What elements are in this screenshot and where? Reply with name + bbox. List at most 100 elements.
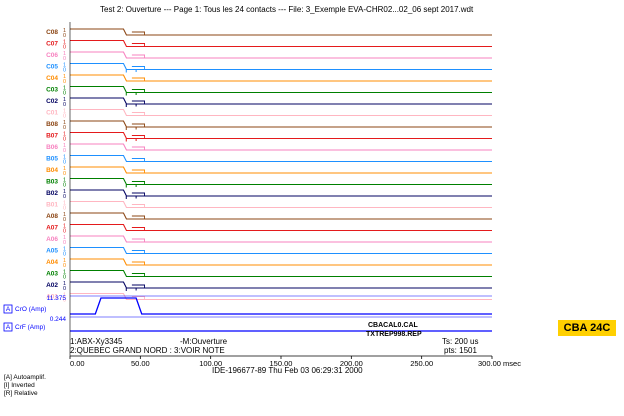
channel-label-c04: C04 (46, 75, 58, 82)
channel-low-label-b05: 0 (63, 160, 66, 166)
channel-high-label-a06: 1 (63, 235, 66, 241)
channel-label-b01: B01 (46, 202, 58, 209)
channel-high-label-c03: 1 (63, 86, 66, 92)
trace-step-b01 (131, 204, 146, 208)
trace-spike-c02 (125, 104, 137, 107)
trace-b03 (70, 177, 492, 186)
channel-low-label-c04: 0 (63, 79, 66, 85)
channel-label-b02: B02 (46, 190, 58, 197)
channel-label-a08: A08 (46, 213, 58, 220)
channel-high-label-c02: 1 (63, 97, 66, 103)
legend-key-label: Autoamplif. (13, 374, 46, 381)
trace-step-c01 (131, 112, 146, 116)
trace-step-c06 (131, 54, 146, 58)
info-rep: TXTREP998.REP (366, 331, 422, 338)
channel-label-c05: C05 (46, 64, 58, 71)
info-mode: -M:Ouverture (180, 337, 228, 346)
trace-c03 (70, 85, 492, 94)
channel-label-a03: A03 (46, 271, 58, 278)
channel-low-label-c05: 0 (63, 68, 66, 74)
channel-label-c06: C06 (46, 52, 58, 59)
trace-step-a04 (131, 261, 146, 265)
channel-high-label-a02: 1 (63, 281, 66, 287)
channel-label-b03: B03 (46, 179, 58, 186)
trace-spike-b08 (125, 127, 137, 130)
channel-label-a06: A06 (46, 236, 58, 243)
channel-low-label-c03: 0 (63, 91, 66, 97)
chart-title: Test 2: Ouverture --- Page 1: Tous les 2… (100, 5, 474, 14)
channel-high-label-c08: 1 (63, 28, 66, 34)
legend-keys: [A] Autoamplif. [I] Inverted [R] Relativ… (4, 374, 46, 397)
trace-a06 (70, 235, 492, 243)
channel-high-label-b08: 1 (63, 120, 66, 126)
channel-label-c07: C07 (46, 41, 58, 48)
analog-traces: A CrO (Amp)11.375 A CrF (Amp) 0.244 (3, 295, 492, 332)
channel-low-label-a03: 0 (63, 275, 66, 281)
trace-b05 (70, 154, 492, 163)
channel-high-label-a01: 1 (63, 293, 66, 299)
channel-label-a05: A05 (46, 248, 58, 255)
trace-b07 (70, 131, 492, 140)
info-cal: CBACAL0.CAL (368, 322, 419, 329)
trace-step-a07 (131, 227, 146, 231)
channel-label-c02: C02 (46, 98, 58, 105)
trace-step-b03 (131, 181, 146, 185)
trace-step-c03 (131, 89, 146, 93)
trace-step-a02 (131, 284, 146, 288)
trace-c05 (70, 62, 492, 71)
trace-a04 (70, 258, 492, 266)
analog-cro-flag: A (6, 306, 11, 313)
trace-c08 (70, 28, 492, 36)
channel-label-b06: B06 (46, 144, 58, 151)
channel-high-label-c05: 1 (63, 63, 66, 69)
channel-high-label-a04: 1 (63, 258, 66, 264)
x-tick-label-300: 300.00 msec (478, 359, 521, 368)
trace-spike-b07 (125, 138, 137, 142)
legend-key-code: [A] (4, 374, 12, 381)
channel-low-label-c06: 0 (63, 56, 66, 62)
trace-c02 (70, 97, 492, 105)
channel-label-b08: B08 (46, 121, 58, 128)
channel-high-label-b06: 1 (63, 143, 66, 149)
legend-key-relative: [R] Relative (4, 390, 38, 397)
channel-low-label-b06: 0 (63, 148, 66, 154)
info-footer: IDE-196677-89 Thu Feb 03 06:29:31 2000 (212, 366, 363, 375)
trace-step-b07 (131, 135, 146, 139)
channel-low-label-a01: 0 (63, 298, 66, 304)
trace-b02 (70, 189, 492, 197)
x-axis: 0.00 50.00 100.00 150.00 200.00 250.00 300.00 … (69, 22, 521, 368)
channel-high-label-b07: 1 (63, 132, 66, 138)
trace-c06 (70, 51, 492, 59)
analog-crf-label: CrF (Amp) (15, 324, 45, 331)
trace-step-a06 (131, 238, 146, 242)
trace-step-a05 (131, 250, 146, 254)
channel-label-b04: B04 (46, 167, 58, 174)
info-line2: 2:QUEBEC GRAND NORD : 3:VOIR NOTE (70, 346, 225, 355)
x-tick-label-0: 0.00 (70, 359, 85, 368)
analog-crf-max-label: 0.244 (50, 316, 67, 323)
channel-label-a04: A04 (46, 259, 58, 266)
channel-label-a01: A01 (46, 294, 58, 301)
legend-key-label: Inverted (11, 382, 35, 389)
cba-badge: CBA 24C (558, 320, 616, 336)
trace-a05 (70, 246, 492, 255)
trace-step-b05 (131, 158, 146, 162)
channel-low-label-a07: 0 (63, 229, 66, 235)
x-tick-label-150: 150.00 (270, 359, 293, 368)
analog-crf-flag-box (3, 322, 13, 332)
channel-low-label-b08: 0 (63, 125, 66, 131)
info-pts: pts: 1501 (444, 346, 477, 355)
trace-spike-a02 (125, 288, 137, 291)
trace-a07 (70, 223, 492, 232)
trace-b08 (70, 120, 492, 128)
legend-key-autoamplif: [A] Autoamplif. (4, 374, 46, 381)
analog-cro-label: CrO (Amp) (15, 306, 46, 313)
trace-step-b08 (131, 123, 146, 127)
channel-low-label-c07: 0 (63, 45, 66, 51)
trace-a01 (70, 292, 492, 301)
trace-c04 (70, 74, 492, 82)
trace-step-c07 (131, 43, 146, 47)
analog-crf-flag: A (6, 324, 11, 331)
trace-spike-c03 (125, 92, 137, 96)
